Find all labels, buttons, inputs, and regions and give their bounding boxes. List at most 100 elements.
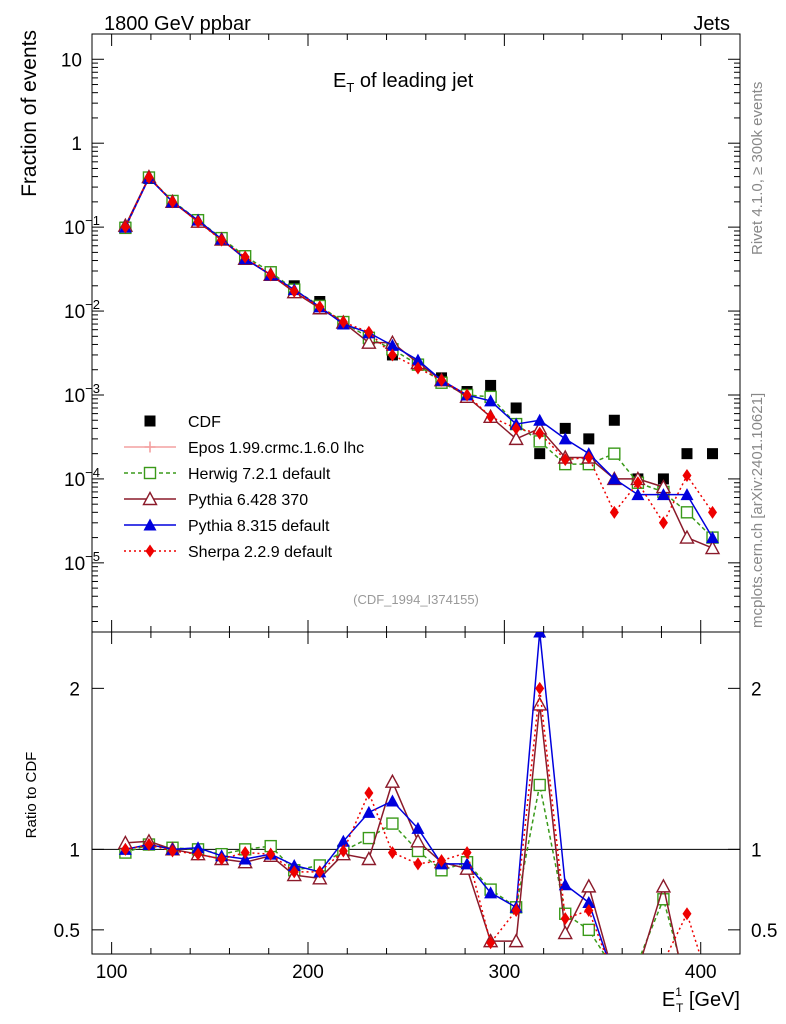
data-point-5-1	[144, 171, 154, 185]
legend-marker-2	[143, 466, 157, 480]
ratio-xlabel-rest: [GeV]	[683, 989, 740, 1011]
ratio-point-0-20	[609, 965, 620, 976]
ratio-point-3-0	[120, 842, 130, 856]
series-5	[120, 171, 718, 530]
ratio-point-2-9	[336, 834, 350, 847]
legend-label-1: Epos 1.99.crmc.1.6.0 lhc	[188, 440, 364, 457]
data-point-4-11	[385, 338, 399, 351]
ratio-point-2-7	[287, 858, 301, 871]
ratio-point-3-9	[338, 844, 348, 858]
legend-label-2: Herwig 7.2.1 default	[188, 466, 331, 483]
data-point-5-19	[584, 450, 594, 464]
data-point-5-23	[682, 468, 692, 482]
main-ytick-exp-2: −1	[85, 213, 100, 228]
data-point-5-15	[486, 410, 496, 424]
ratio-point-1-10	[361, 851, 377, 866]
main-ytick-label-6: 10−5	[64, 549, 100, 575]
ratio-xtick-label-0: 100	[96, 962, 128, 983]
data-point-4-20	[607, 472, 621, 485]
data-point-0-24	[707, 448, 719, 460]
ratio-point-3-17	[535, 681, 545, 695]
ratio-point-3-22	[659, 956, 668, 969]
ratio-point-3-11	[387, 846, 397, 860]
ratio-ytick-label-2: 2	[69, 679, 80, 700]
ratio-point-3-2	[168, 844, 178, 858]
ratio-point-2-21	[631, 956, 644, 968]
main-ytick-exp-6: −5	[85, 549, 100, 564]
data-point-0-18	[559, 422, 571, 434]
legend-entry-0: CDF	[144, 414, 221, 431]
data-point-4-23	[680, 488, 694, 501]
ratio-point-1-20	[608, 972, 621, 984]
ratio-ylabel: Ratio to CDF	[23, 752, 40, 839]
ratio-point-2-10	[362, 805, 376, 818]
data-point-5-21	[633, 476, 643, 490]
main-ytick-label-2: 10−1	[64, 213, 100, 239]
main-ytick-base-6: 10	[64, 554, 85, 575]
data-point-5-3	[193, 215, 203, 229]
data-point-5-22	[658, 516, 668, 530]
data-point-3-16	[508, 430, 524, 446]
ratio-point-2-22	[657, 956, 670, 968]
main-plot-panel: ET of leading jet (CDF_1994_I374155) 101…	[61, 33, 741, 633]
main-ytick-label-3: 10−2	[64, 297, 100, 323]
main-title-rest: of leading jet	[354, 70, 473, 92]
data-point-5-0	[120, 220, 130, 234]
ratio-point-3-14	[462, 846, 472, 860]
main-ytick-base-4: 10	[64, 386, 85, 407]
data-point-0-16	[510, 402, 522, 414]
header-right-label: Jets	[693, 13, 730, 35]
ratio-point-2-18	[558, 878, 572, 891]
data-point-5-8	[315, 300, 325, 314]
data-point-5-14	[462, 388, 472, 402]
legend-label-0: CDF	[188, 414, 221, 431]
ratio-point-1-18	[557, 925, 573, 940]
legend-entry-5: Sherpa 2.2.9 default	[124, 544, 333, 561]
ratio-ytick-label-1: 1	[69, 840, 80, 861]
data-point-5-2	[168, 195, 178, 209]
ratio-point-1-16	[508, 933, 524, 948]
legend-label-3: Pythia 6.428 370	[188, 492, 308, 509]
data-point-3-23	[679, 529, 695, 544]
ratio-point-3-6	[266, 847, 276, 861]
main-ytick-base-2: 10	[64, 218, 85, 239]
ratio-ytick-label-right-0: 0.5	[751, 921, 777, 942]
ratio-xtick-label-3: 400	[685, 962, 717, 983]
ratio-xtick-label-1: 200	[292, 962, 324, 983]
legend: CDF Epos 1.99.crmc.1.6.0 lhc Herwig 7.2.1 …	[124, 414, 364, 561]
ratio-point-0-21	[632, 957, 643, 968]
ratio-point-3-10	[364, 786, 374, 800]
main-ytick-label-4: 10−3	[64, 381, 100, 407]
ratio-point-2-19	[582, 895, 596, 908]
ratio-point-1-17	[532, 696, 548, 711]
main-ytick-base-1: 1	[71, 134, 82, 155]
data-point-0-19	[583, 433, 595, 445]
main-ytick-exp-4: −3	[85, 381, 100, 396]
main-ytick-label-0: 10	[61, 50, 82, 71]
ratio-point-1-11	[384, 773, 401, 788]
ratio-point-0-10	[362, 831, 376, 845]
ratio-point-0-22	[657, 893, 670, 906]
main-plot-frame	[91, 33, 741, 633]
data-point-5-16	[511, 421, 521, 435]
ratio-xtick-label-2: 300	[489, 962, 521, 983]
ratio-point-2-12	[411, 821, 425, 834]
data-point-5-11	[387, 348, 397, 362]
ratio-series-3	[120, 681, 701, 977]
data-point-0-17	[534, 448, 546, 460]
legend-label-5: Sherpa 2.2.9 default	[188, 544, 333, 561]
header-left-label: 1800 GeV ppbar	[104, 13, 251, 35]
main-ytick-exp-5: −4	[85, 465, 100, 480]
data-point-5-5	[240, 250, 250, 264]
ratio-point-3-21	[633, 964, 642, 977]
ratio-xlabel-main: E	[662, 989, 675, 1011]
ratio-point-2-20	[608, 972, 621, 984]
data-point-0-15	[485, 379, 497, 391]
ratio-xlabel: E1 T [GeV]	[662, 985, 740, 1015]
ratio-xlabel-sup: 1	[675, 985, 682, 999]
main-ytick-label-1: 1	[71, 134, 82, 155]
data-point-5-18	[560, 453, 570, 467]
ratio-series-line-2	[125, 632, 607, 954]
data-point-4-24	[706, 531, 720, 544]
